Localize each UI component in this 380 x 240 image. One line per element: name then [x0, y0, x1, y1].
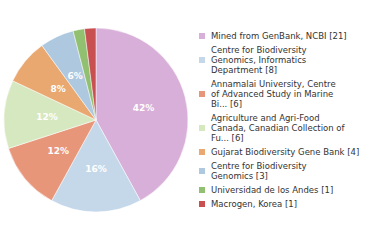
svg-text:Annamalai University, Centre: Annamalai University, Centre — [211, 79, 336, 89]
svg-text:16%: 16% — [85, 164, 107, 174]
svg-text:6%: 6% — [67, 71, 82, 81]
svg-text:Universidad de los Andes [1]: Universidad de los Andes [1] — [211, 185, 333, 195]
svg-text:Canada, Canadian Collection of: Canada, Canadian Collection of — [211, 123, 345, 133]
svg-text:Agriculture and Agri-Food: Agriculture and Agri-Food — [211, 113, 320, 123]
svg-text:Fu... [6]: Fu... [6] — [211, 133, 244, 143]
svg-text:12%: 12% — [36, 112, 58, 122]
svg-text:Genomics [3]: Genomics [3] — [211, 171, 268, 181]
svg-text:Centre for Biodiversity: Centre for Biodiversity — [211, 161, 307, 171]
svg-text:Mined from GenBank, NCBI [21]: Mined from GenBank, NCBI [21] — [211, 31, 347, 41]
svg-text:Department [8]: Department [8] — [211, 65, 277, 75]
svg-text:Centre for Biodiversity: Centre for Biodiversity — [211, 45, 307, 55]
svg-text:Genomics, Informatics: Genomics, Informatics — [211, 55, 307, 65]
svg-text:Macrogen, Korea [1]: Macrogen, Korea [1] — [211, 199, 297, 209]
svg-text:Gujarat Biodiversity Gene Bank: Gujarat Biodiversity Gene Bank [4] — [211, 147, 359, 157]
svg-text:Bi... [6]: Bi... [6] — [211, 99, 242, 109]
svg-text:8%: 8% — [51, 84, 66, 94]
svg-text:42%: 42% — [133, 103, 155, 113]
svg-text:of Advanced Study in Marine: of Advanced Study in Marine — [211, 89, 333, 99]
svg-text:12%: 12% — [47, 146, 69, 156]
